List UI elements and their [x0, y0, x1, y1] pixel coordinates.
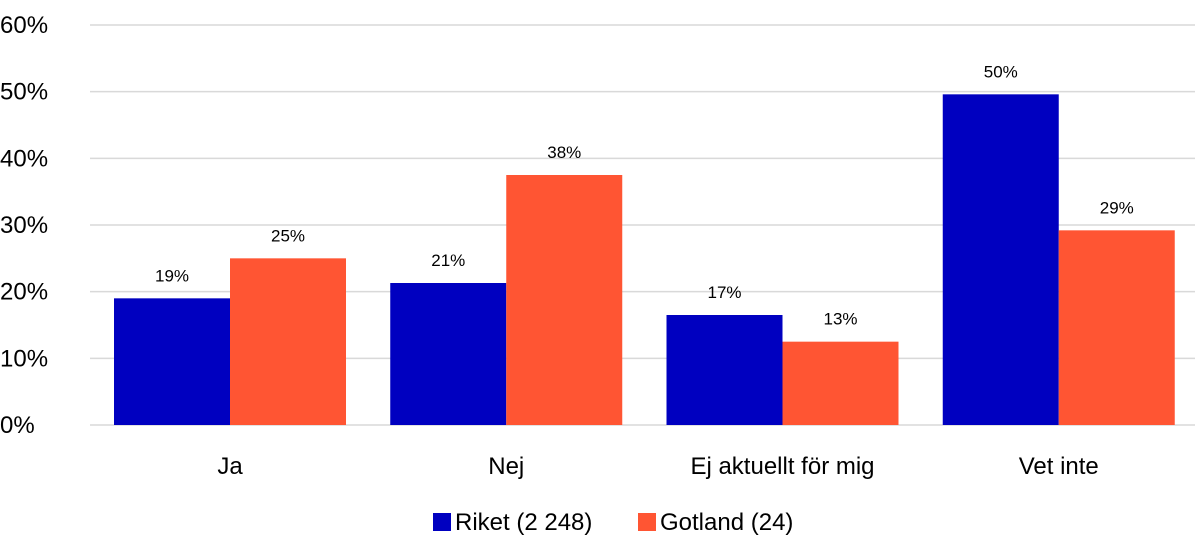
bar-riket-0	[114, 298, 230, 425]
y-tick-label: 50%	[0, 79, 48, 106]
x-category-label: Ja	[217, 453, 243, 480]
legend-label: Gotland (24)	[660, 509, 793, 535]
x-category-label: Ej aktuellt för mig	[690, 453, 874, 480]
bar-gotland-3	[1058, 230, 1175, 425]
y-axis-tick-labels: 0% 10% 20% 30% 40% 50% 60%	[0, 12, 48, 439]
y-tick-label: 10%	[0, 345, 48, 372]
data-label: 25%	[271, 226, 305, 245]
data-label: 19%	[155, 266, 189, 285]
bars	[114, 94, 1175, 425]
y-tick-label: 60%	[0, 12, 48, 39]
bar-riket-3	[942, 94, 1059, 425]
data-label: 17%	[707, 283, 741, 302]
data-label: 38%	[547, 143, 581, 162]
data-label: 50%	[984, 62, 1018, 81]
bar-riket-2	[666, 315, 783, 425]
data-label: 21%	[431, 251, 465, 270]
legend-swatch	[433, 513, 451, 531]
y-tick-label: 20%	[0, 279, 48, 306]
bar-gotland-2	[782, 341, 899, 425]
data-label: 13%	[823, 310, 857, 329]
legend: Riket (2 248) Gotland (24)	[433, 509, 793, 535]
legend-label: Riket (2 248)	[455, 509, 592, 535]
x-axis-category-labels: Ja Nej Ej aktuellt för mig Vet inte	[217, 453, 1098, 480]
data-labels: 19% 21% 17% 50% 25% 38% 13% 29%	[155, 62, 1134, 328]
bar-gotland-0	[230, 258, 346, 425]
bar-gotland-1	[506, 175, 623, 425]
x-category-label: Nej	[488, 453, 524, 480]
data-label: 29%	[1100, 198, 1134, 217]
y-tick-label: 0%	[0, 412, 35, 439]
y-tick-label: 40%	[0, 145, 48, 172]
x-category-label: Vet inte	[1019, 453, 1099, 480]
y-tick-label: 30%	[0, 212, 48, 239]
bar-riket-1	[390, 283, 507, 425]
legend-swatch	[638, 513, 656, 531]
